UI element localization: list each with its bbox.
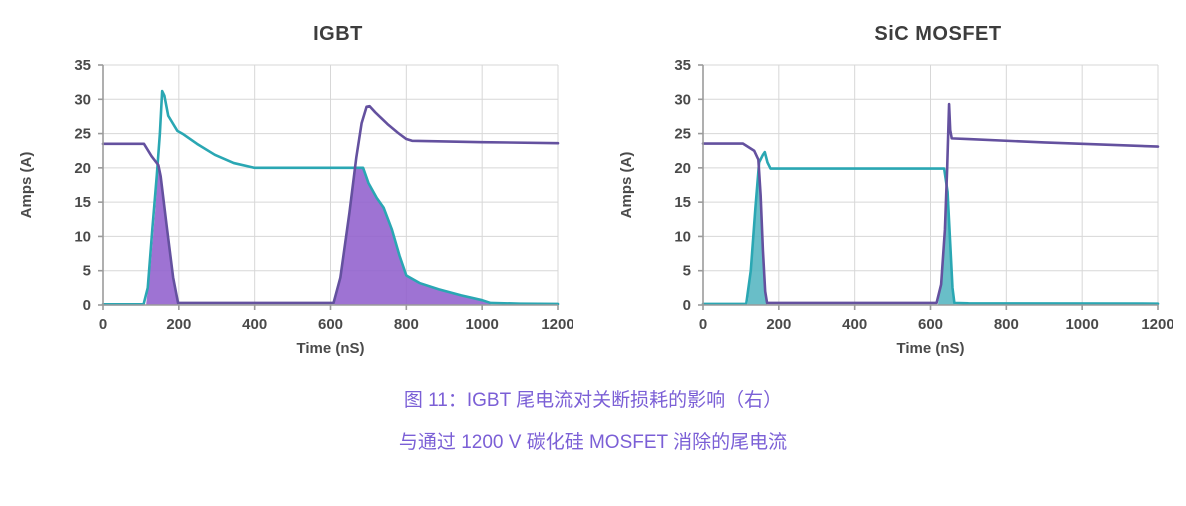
y-axis-label: Amps (A) (18, 152, 35, 219)
x-tick-label: 1200 (1141, 316, 1173, 333)
axis-labels: 0 5 10 15 20 25 30 35 0 200 400 600 800 1000 1200 Time … (18, 57, 573, 357)
igbt-chart-title: IGBT (313, 23, 363, 45)
y-tick-label: 30 (674, 91, 691, 108)
axes (698, 64, 1159, 310)
purple-waveform (701, 102, 1160, 305)
y-tick-label: 10 (674, 228, 691, 245)
y-tick-label: 35 (74, 57, 91, 74)
x-tick-label: 600 (318, 316, 343, 333)
tail-current-loss-area-1 (146, 165, 179, 305)
y-tick-label: 35 (674, 57, 691, 74)
y-tick-label: 0 (683, 297, 691, 314)
y-tick-label: 20 (74, 160, 91, 177)
x-tick-label: 600 (918, 316, 943, 333)
charts-row: IGBT 0 5 10 15 20 25 30 35 0 200 400 600 800 1000 1200… (13, 16, 1173, 362)
y-tick-label: 5 (683, 263, 691, 280)
x-axis-label: Time (nS) (296, 340, 364, 357)
sic-mosfet-chart: SiC MOSFET 0 5 10 15 20 25 30 35 0 200 400 600 800 10… (613, 16, 1173, 362)
figure-caption-line-1: 图 11：IGBT 尾电流对关断损耗的影响（右） (403, 390, 783, 411)
teal-waveform (101, 89, 560, 306)
y-tick-label: 20 (674, 160, 691, 177)
figure-caption: 图 11：IGBT 尾电流对关断损耗的影响（右） 与通过 1200 V 碳化硅 … (0, 380, 1186, 464)
y-tick-label: 30 (74, 91, 91, 108)
x-tick-label: 400 (242, 316, 267, 333)
y-tick-label: 5 (83, 263, 91, 280)
sic-mosfet-chart-title: SiC MOSFET (874, 23, 1002, 45)
y-axis-label: Amps (A) (618, 152, 635, 219)
x-tick-label: 200 (766, 316, 791, 333)
tail-current-loss-area-2 (334, 167, 491, 305)
purple-waveform (101, 104, 560, 305)
x-tick-label: 0 (699, 316, 707, 333)
switching-overlap-area-1 (747, 161, 768, 305)
igbt-chart: IGBT 0 5 10 15 20 25 30 35 0 200 400 600 800 1000 1200… (13, 16, 573, 362)
y-tick-label: 15 (74, 194, 91, 211)
x-tick-label: 800 (394, 316, 419, 333)
x-axis-label: Time (nS) (896, 340, 964, 357)
gridlines (703, 64, 1159, 305)
igbt-plot: 0 5 10 15 20 25 30 35 0 200 400 600 800 1000 1200 Time … (18, 57, 573, 357)
gridlines (103, 64, 559, 305)
x-tick-label: 0 (99, 316, 107, 333)
x-tick-label: 800 (994, 316, 1019, 333)
x-tick-label: 400 (842, 316, 867, 333)
y-tick-label: 15 (674, 194, 691, 211)
axis-labels: 0 5 10 15 20 25 30 35 0 200 400 600 800 1000 1200 Time … (618, 57, 1173, 357)
teal-waveform (701, 150, 1160, 306)
x-tick-label: 1000 (1065, 316, 1098, 333)
sic-mosfet-plot: 0 5 10 15 20 25 30 35 0 200 400 600 800 1000 1200 Time … (618, 57, 1173, 357)
x-tick-label: 1200 (541, 316, 573, 333)
y-tick-label: 0 (83, 297, 91, 314)
axes (98, 64, 559, 310)
y-tick-label: 25 (74, 126, 91, 143)
x-tick-label: 1000 (465, 316, 498, 333)
x-tick-label: 200 (166, 316, 191, 333)
y-tick-label: 10 (74, 228, 91, 245)
figure-caption-line-2: 与通过 1200 V 碳化硅 MOSFET 消除的尾电流 (398, 432, 788, 453)
y-tick-label: 25 (674, 126, 691, 143)
